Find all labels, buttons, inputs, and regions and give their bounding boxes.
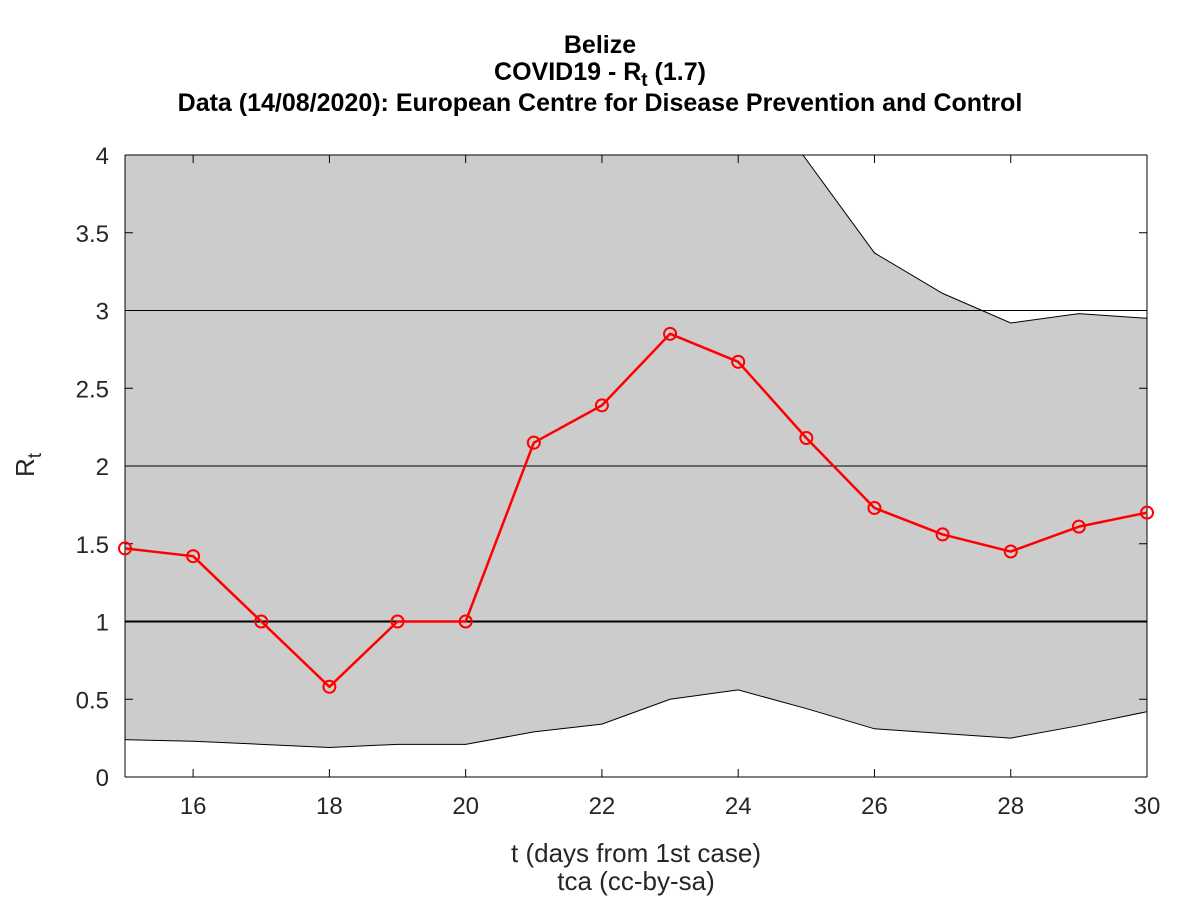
chart-title-metric-suffix: (1.7): [647, 58, 706, 86]
chart-title-source: Data (14/08/2020): European Centre for D…: [177, 89, 1023, 117]
y-tick-label: 0.5: [76, 687, 109, 714]
rt-point-marker: [1071, 519, 1086, 534]
y-tick-label: 1.5: [76, 532, 109, 559]
band-lower-edge: [124, 689, 1148, 748]
chart-title-metric: COVID19 - Rt (1.7): [0, 59, 1200, 94]
rt-point-marker: [731, 354, 746, 369]
rt-point-marker: [867, 500, 882, 515]
x-tick-label: 16: [180, 793, 207, 820]
x-tick-label: 18: [316, 793, 343, 820]
rt-point-marker: [458, 614, 473, 629]
chart-footer-license: tca (cc-by-sa): [557, 866, 714, 896]
rt-point-marker: [1003, 544, 1018, 559]
x-axis-label: t (days from 1st case): [511, 838, 761, 868]
chart-title-metric-prefix: COVID19 - R: [494, 58, 642, 86]
y-axis-label-text: Rt: [10, 452, 46, 477]
y-axis-label-main: R: [10, 458, 40, 477]
x-tick-label: 28: [997, 793, 1024, 820]
x-tick-label: 30: [1134, 793, 1161, 820]
rt-point-marker: [1140, 505, 1154, 520]
x-tick-label: 26: [861, 793, 888, 820]
chart-title-country: Belize: [563, 31, 637, 59]
rt-point-marker: [799, 431, 814, 446]
rt-series-line: [124, 332, 1148, 689]
y-tick-label: 1: [96, 610, 109, 637]
y-tick-label: 4: [96, 143, 109, 170]
axes-layer: [124, 154, 1148, 778]
rt-point-marker: [663, 326, 678, 341]
rt-point-marker: [186, 549, 201, 564]
rt-point-marker: [594, 398, 609, 413]
confidence-band: [125, 155, 1147, 748]
chart-title-metric-sub: t: [641, 70, 648, 91]
tick-label-layer: 16 18 20 22 24 26 28 30 0 0.5 1 1.5 2 2.5 3 3.5 4: [76, 143, 1161, 820]
rt-point-marker: [935, 527, 950, 542]
rt-point-marker: [254, 614, 269, 629]
grid-layer: [125, 310, 1147, 623]
confidence-band-layer: [124, 154, 1148, 748]
x-tick-label: 20: [452, 793, 479, 820]
y-tick-label: 3: [96, 299, 109, 326]
x-tick-label: 22: [589, 793, 616, 820]
rt-point-marker: [526, 435, 541, 450]
y-tick-label: 2: [96, 454, 109, 481]
rt-point-marker: [322, 679, 337, 694]
x-tick-label: 24: [725, 793, 752, 820]
y-axis-label-sub: t: [25, 452, 46, 458]
series-layer: [118, 326, 1154, 694]
y-tick-label: 2.5: [76, 376, 109, 403]
y-axis-label: Rt: [10, 452, 46, 477]
y-tick-label: 0: [96, 765, 109, 792]
rt-point-marker: [390, 614, 405, 629]
rt-point-marker: [118, 541, 132, 556]
y-tick-label: 3.5: [76, 221, 109, 248]
